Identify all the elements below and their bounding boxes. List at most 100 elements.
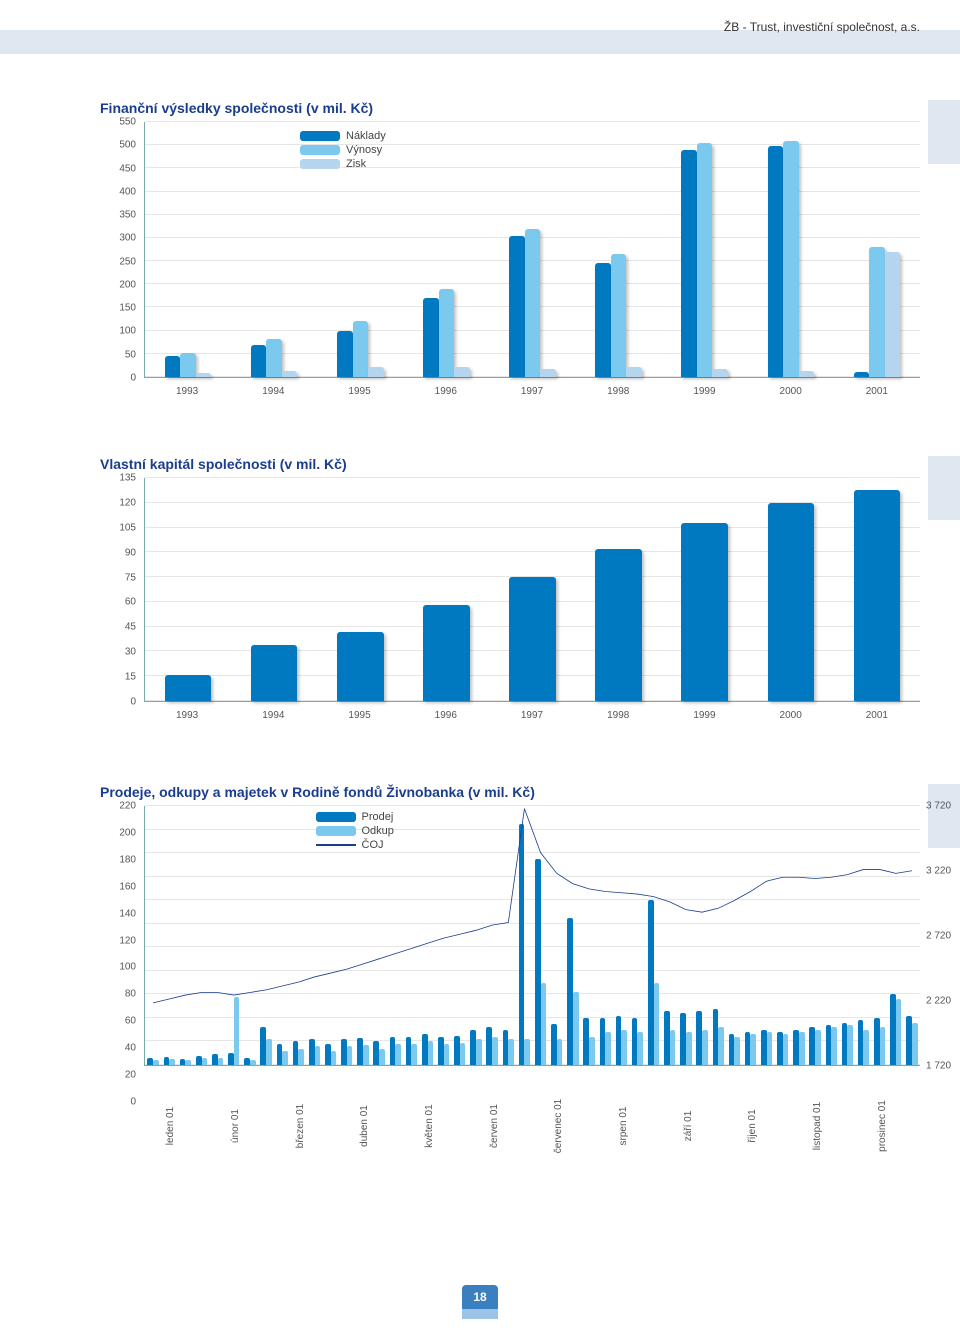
x-label: 1999 [693,386,715,397]
x-label: 1993 [176,710,198,721]
y-tick: 300 [119,233,136,244]
y-tick: 160 [119,881,136,892]
y-tick: 80 [125,989,136,1000]
x-label: srpen 01 [618,1107,629,1146]
y-tick: 60 [125,1016,136,1027]
bar [595,263,611,377]
header-text: ŽB - Trust, investiční společnost, a.s. [724,20,920,34]
y-tick: 30 [125,647,136,658]
y-tick: 0 [130,1097,136,1108]
y-tick: 500 [119,140,136,151]
y-tick: 90 [125,547,136,558]
x-label: listopad 01 [812,1102,823,1150]
bar [165,356,181,377]
y-tick: 200 [119,279,136,290]
y-tick: 135 [119,473,136,484]
y-tick: 45 [125,622,136,633]
bar [681,150,697,377]
y-tick: 150 [119,303,136,314]
y-tick: 250 [119,256,136,267]
bar [180,353,196,377]
x-label: duben 01 [359,1105,370,1147]
y-tick: 450 [119,163,136,174]
x-label: 1996 [435,386,457,397]
bar [768,146,784,377]
bar [165,675,212,701]
chart2-title: Vlastní kapitál společnosti (v mil. Kč) [100,456,960,472]
chart2-plot [144,478,920,702]
bar [854,372,870,377]
chart1-plot: NákladyVýnosyZisk [144,122,920,378]
x-label: 1994 [262,710,284,721]
x-label: červen 01 [489,1104,500,1148]
chart1: 050100150200250300350400450500550Náklady… [100,122,920,402]
bar [423,605,470,701]
chart3-title: Prodeje, odkupy a majetek v Rodině fondů… [100,784,960,800]
bar [885,252,901,377]
bar [251,345,267,377]
y-tick: 120 [119,935,136,946]
y-tick: 40 [125,1043,136,1054]
x-label: říjen 01 [747,1109,758,1142]
bar [266,339,282,377]
bar [540,369,556,377]
x-label: 2000 [780,710,802,721]
x-label: 1997 [521,386,543,397]
page: ŽB - Trust, investiční společnost, a.s. … [0,0,960,1337]
y-tick: 50 [125,349,136,360]
x-label: 1998 [607,386,629,397]
y-tick: 180 [119,854,136,865]
bar [768,503,815,701]
chart3-plot: ProdejOdkupČOJ [144,806,920,1066]
x-label: 1999 [693,710,715,721]
bar [196,373,212,377]
x-label: 1995 [348,386,370,397]
x-label: únor 01 [230,1109,241,1143]
bar [368,367,384,377]
y-tick: 105 [119,522,136,533]
y-tick: 20 [125,1070,136,1081]
x-label: 1993 [176,386,198,397]
x-label: leden 01 [165,1107,176,1145]
chart3: 020406080100120140160180200220ProdejOdku… [100,806,920,1126]
bar [611,254,627,377]
bar [595,549,642,701]
bar [282,371,298,377]
y-tick: 220 [119,801,136,812]
x-label: 1998 [607,710,629,721]
coj-line [145,806,920,1065]
y2-tick: 2 220 [926,996,951,1007]
y-tick: 400 [119,186,136,197]
x-label: 2000 [780,386,802,397]
bar [509,577,556,701]
y2-tick: 3 220 [926,866,951,877]
bar [454,367,470,377]
y-tick: 200 [119,827,136,838]
y2-tick: 3 720 [926,801,951,812]
x-label: září 01 [683,1111,694,1142]
bar [869,247,885,377]
chart2: 0153045607590105120135199319941995199619… [100,478,920,726]
y-tick: 75 [125,572,136,583]
bar [525,229,541,377]
x-label: květen 01 [424,1104,435,1147]
bar [799,371,815,377]
y2-tick: 1 720 [926,1061,951,1072]
bar [251,645,298,701]
bar [626,367,642,377]
bar [712,369,728,377]
y-tick: 120 [119,497,136,508]
y-tick: 550 [119,117,136,128]
page-number: 18 [462,1285,498,1309]
chart1-legend: NákladyVýnosyZisk [300,130,386,172]
y-tick: 140 [119,908,136,919]
x-label: březen 01 [295,1104,306,1148]
bar [337,331,353,377]
x-label: 2001 [866,710,888,721]
y-tick: 15 [125,672,136,683]
y-tick: 100 [119,962,136,973]
y2-tick: 2 720 [926,931,951,942]
y-tick: 60 [125,597,136,608]
x-label: 1995 [348,710,370,721]
x-label: 2001 [866,386,888,397]
